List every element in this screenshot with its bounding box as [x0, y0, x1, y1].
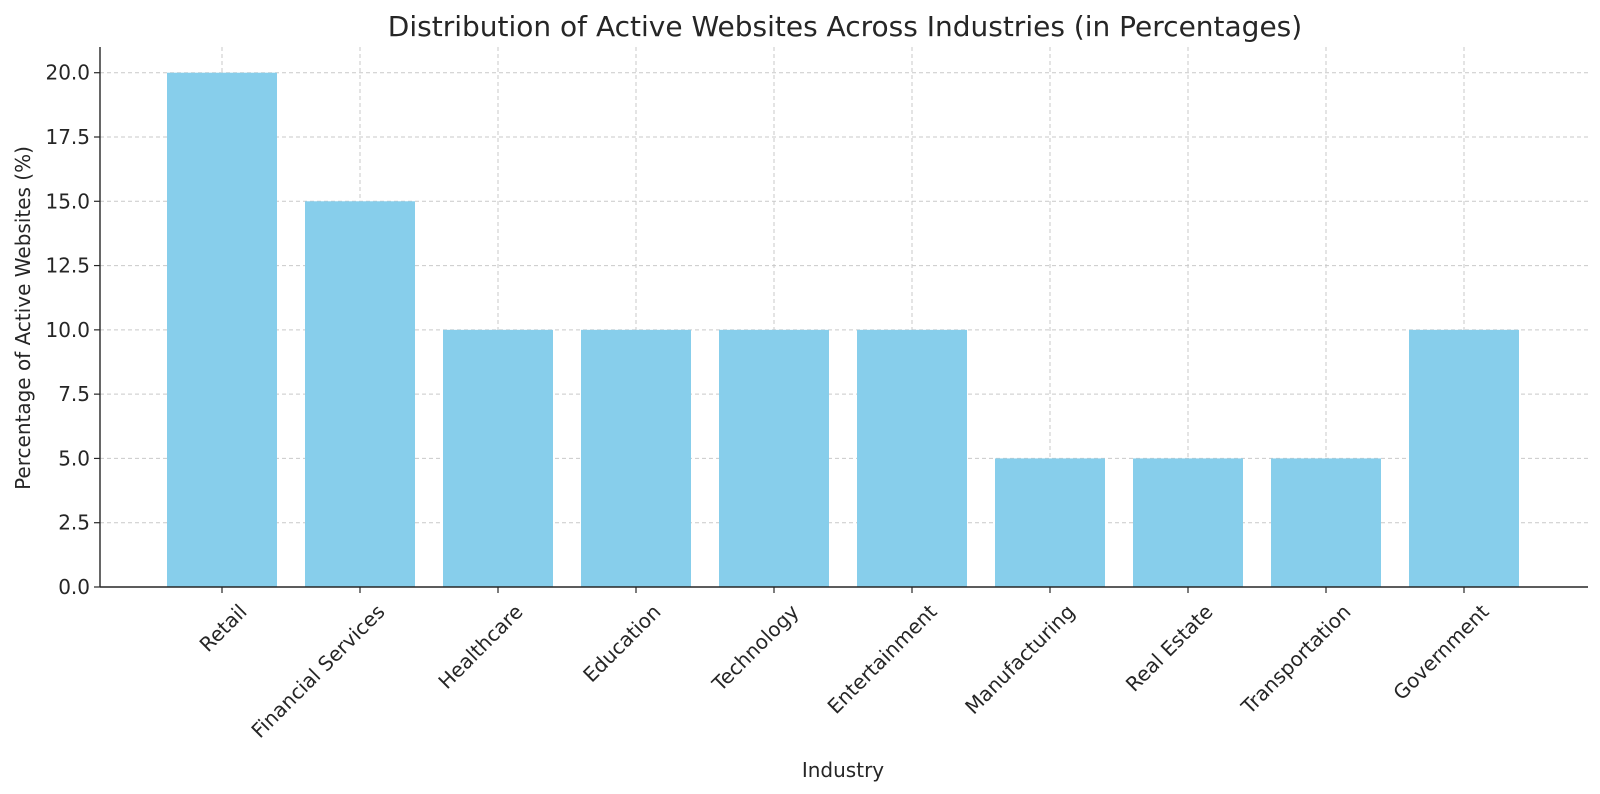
y-tick-label: 5.0: [58, 446, 90, 470]
y-axis-title: Percentage of Active Websites (%): [11, 146, 35, 490]
y-tick-label: 12.5: [45, 254, 90, 278]
y-tick-label: 20.0: [45, 61, 90, 85]
bar-financial-services: [305, 201, 415, 588]
bar-transportation: [1271, 458, 1381, 587]
y-tick-label: 10.0: [45, 318, 90, 342]
bar-real-estate: [1133, 458, 1243, 587]
x-tick-label: Government: [1388, 599, 1493, 704]
x-tick-label: Real Estate: [1121, 600, 1218, 697]
bar-manufacturing: [995, 458, 1105, 587]
y-tick-label: 2.5: [58, 511, 90, 535]
x-tick-label: Manufacturing: [960, 600, 1079, 719]
bars: [167, 72, 1519, 588]
x-axis-title: Industry: [802, 758, 884, 782]
chart-title: Distribution of Active Websites Across I…: [388, 10, 1302, 43]
x-tick-label: Retail: [195, 600, 252, 657]
y-tick-label: 15.0: [45, 189, 90, 213]
bar-entertainment: [857, 329, 967, 587]
x-tick-label: Education: [578, 600, 665, 687]
x-tick-label: Healthcare: [433, 600, 527, 694]
x-tick-label: Transportation: [1236, 600, 1356, 720]
bar-technology: [719, 329, 829, 587]
bar-education: [581, 329, 691, 587]
y-tick-label: 7.5: [58, 382, 90, 406]
x-tick-label: Technology: [707, 599, 804, 696]
x-tick-label: Financial Services: [247, 600, 390, 743]
x-tick-label: Entertainment: [823, 599, 942, 718]
y-axis-ticks: 0.0 2.5 5.0 7.5 10.0 12.5 15.0 17.5 20.0: [45, 61, 100, 599]
y-tick-label: 17.5: [45, 125, 90, 149]
bar-retail: [167, 72, 277, 587]
bar-government: [1409, 329, 1519, 587]
bar-healthcare: [443, 329, 553, 587]
y-tick-label: 0.0: [58, 575, 90, 599]
